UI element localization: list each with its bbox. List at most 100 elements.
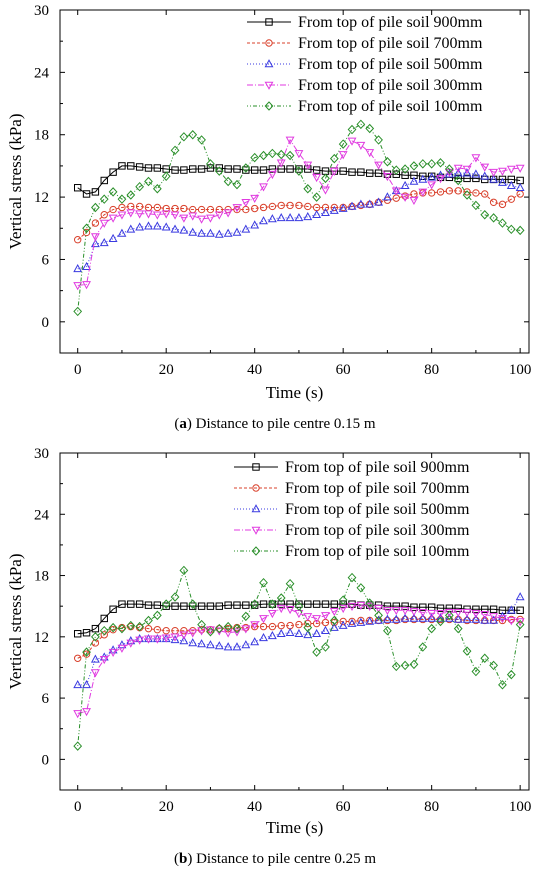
data-point: [445, 187, 454, 195]
data-point: [117, 623, 127, 634]
data-point: [391, 187, 401, 196]
data-point: [418, 174, 428, 183]
x-tick-label: 80: [424, 362, 439, 378]
data-point: [242, 601, 250, 609]
data-point: [295, 620, 303, 629]
y-tick-label: 6: [42, 691, 50, 707]
data-point: [480, 163, 490, 172]
data-point: [100, 176, 108, 185]
data-point: [188, 629, 198, 638]
legend: From top of pile soil 900mm From top of p…: [247, 14, 483, 115]
data-point: [516, 606, 524, 614]
data-point: [73, 741, 83, 751]
x-tick-label: 0: [74, 799, 82, 815]
data-point: [374, 610, 383, 621]
data-point: [224, 601, 232, 609]
data-point: [179, 225, 189, 234]
data-point: [82, 708, 91, 717]
data-point: [215, 205, 223, 214]
data-point: [224, 624, 232, 633]
data-point: [463, 616, 471, 625]
x-tick-label: 20: [159, 799, 174, 815]
data-point: [127, 600, 135, 608]
legend-marker: [251, 504, 261, 513]
data-point: [276, 604, 286, 614]
data-point: [162, 626, 170, 635]
data-point: [267, 599, 277, 609]
data-point: [144, 164, 153, 172]
data-point: [118, 600, 126, 608]
data-point: [498, 615, 507, 624]
data-point: [241, 198, 251, 208]
data-point: [109, 625, 117, 634]
data-point: [329, 622, 339, 631]
data-point: [161, 599, 171, 609]
data-point: [241, 625, 251, 634]
data-point: [401, 602, 409, 610]
data-point: [489, 198, 498, 206]
data-point: [409, 196, 419, 206]
data-point: [303, 161, 313, 170]
data-point: [339, 167, 347, 175]
data-point: [170, 592, 180, 602]
data-point: [391, 606, 401, 616]
data-point: [374, 135, 383, 145]
data-point: [108, 233, 118, 242]
data-point: [471, 154, 481, 163]
data-point: [294, 150, 304, 159]
data-point: [400, 193, 410, 202]
chart-panel-a: 0 20 40 60 80 100 0 6 12 18 24 30 Time (s) Vertical s…: [6, 3, 531, 432]
data-point: [90, 233, 100, 242]
data-point: [109, 168, 117, 176]
x-tick-label: 20: [159, 362, 174, 378]
data-point: [391, 165, 401, 175]
caption-paren: (: [174, 416, 179, 432]
data-point: [462, 168, 472, 177]
data-point: [515, 164, 525, 173]
data-point: [382, 614, 392, 623]
legend-label: From top of pile soil 500mm: [285, 501, 470, 518]
data-point: [427, 172, 437, 181]
data-point: [489, 168, 499, 177]
data-point: [506, 669, 516, 680]
data-point: [99, 194, 109, 204]
data-point: [241, 163, 251, 173]
data-point: [233, 205, 241, 214]
data-point: [347, 572, 357, 583]
data-point: [267, 630, 277, 640]
data-point: [462, 609, 472, 618]
data-point: [436, 175, 445, 184]
data-point: [365, 149, 375, 158]
data-point: [295, 201, 303, 210]
data-point: [276, 593, 286, 603]
data-point: [276, 149, 286, 160]
data-point: [82, 223, 91, 234]
data-point: [250, 220, 260, 229]
data-point: [82, 679, 91, 689]
data-point: [410, 615, 418, 624]
data-point: [285, 136, 295, 145]
series-line: [77, 596, 521, 686]
data-point: [179, 565, 189, 576]
data-point: [401, 615, 409, 624]
data-point: [170, 224, 180, 233]
data-point: [82, 647, 91, 657]
data-point: [489, 213, 498, 223]
data-point: [409, 161, 419, 171]
data-point: [73, 184, 82, 192]
legend-marker: [251, 526, 261, 535]
data-point: [135, 600, 144, 608]
data-point: [312, 166, 321, 174]
data-point: [135, 636, 145, 645]
data-point: [267, 170, 277, 180]
series-line: [77, 568, 521, 747]
data-point: [303, 622, 313, 633]
data-point: [171, 166, 179, 174]
data-point: [197, 135, 206, 145]
data-point: [321, 207, 330, 216]
data-point: [162, 602, 170, 610]
x-tick-label: 60: [336, 799, 351, 815]
data-point: [374, 169, 383, 177]
data-point: [312, 647, 322, 657]
data-point: [515, 619, 525, 630]
